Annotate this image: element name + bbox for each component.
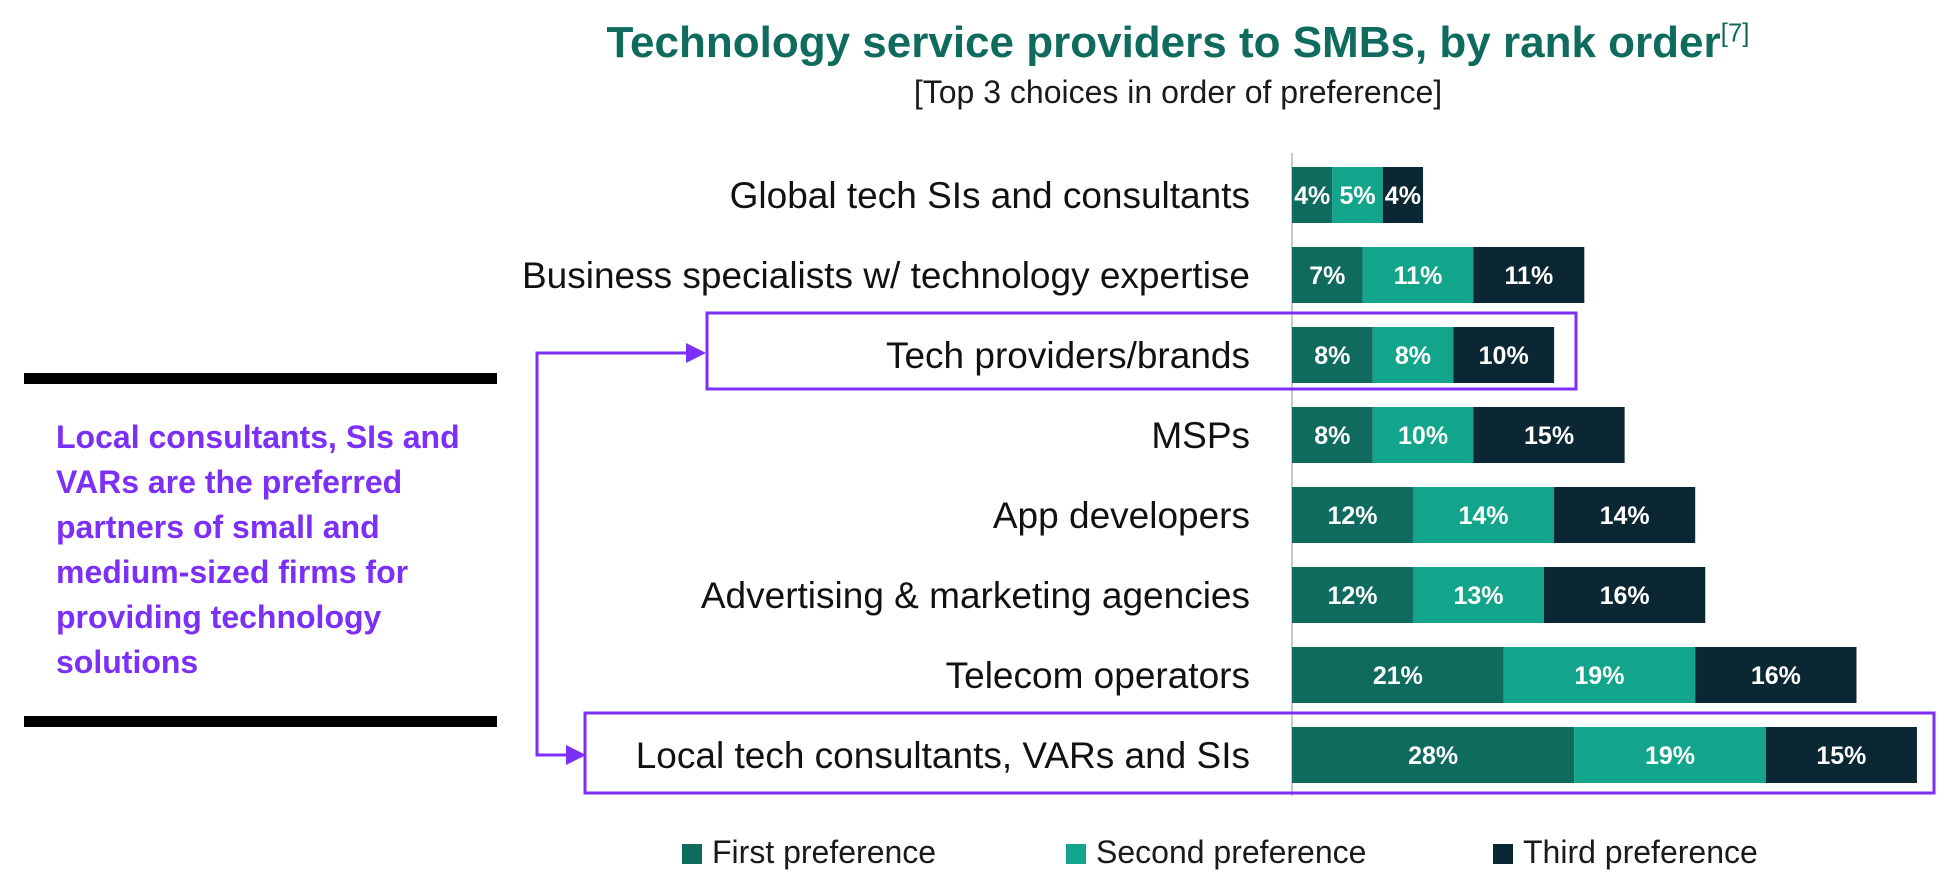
data-label: 8% xyxy=(1314,422,1350,450)
data-label: 14% xyxy=(1600,502,1650,530)
legend-third: Third preference xyxy=(1493,834,1758,871)
data-label: 8% xyxy=(1314,342,1350,370)
data-label: 14% xyxy=(1458,502,1508,530)
connector-line xyxy=(535,351,700,757)
data-label: 21% xyxy=(1373,662,1423,690)
legend-third-swatch xyxy=(1493,844,1513,864)
callout-bottom-rule xyxy=(24,716,497,727)
arrowhead-top xyxy=(686,343,706,363)
data-label: 8% xyxy=(1395,342,1431,370)
bar-segment xyxy=(1292,327,1373,383)
category-label: Global tech SIs and consultants xyxy=(730,175,1250,216)
bar-segment xyxy=(1372,327,1454,383)
bar-segment xyxy=(1292,487,1413,543)
bar-segment xyxy=(1412,567,1544,623)
category-label: Advertising & marketing agencies xyxy=(701,575,1250,616)
bar-segment xyxy=(1412,487,1555,543)
bar-segment xyxy=(1453,327,1555,383)
bar-segment xyxy=(1574,727,1766,783)
bar-segment xyxy=(1362,247,1474,303)
arrowhead-bottom xyxy=(566,745,586,765)
bar-segment xyxy=(1372,407,1474,463)
data-label: 10% xyxy=(1398,422,1448,450)
bar-segment xyxy=(1382,167,1424,223)
data-label: 13% xyxy=(1453,582,1503,610)
category-label: Telecom operators xyxy=(946,655,1250,696)
legend-second-swatch xyxy=(1066,844,1086,864)
category-label: MSPs xyxy=(1151,415,1250,456)
category-label: Tech providers/brands xyxy=(886,335,1250,376)
data-label: 5% xyxy=(1339,182,1375,210)
data-label: 12% xyxy=(1327,502,1377,530)
data-label: 15% xyxy=(1524,422,1574,450)
bar-segment xyxy=(1292,727,1575,783)
highlight-box-tech-providers xyxy=(705,311,1578,391)
bar-segment xyxy=(1292,167,1333,223)
data-label: 11% xyxy=(1394,262,1443,290)
category-label: Business specialists w/ technology exper… xyxy=(522,255,1250,296)
bar-segment xyxy=(1292,647,1504,703)
data-label: 7% xyxy=(1309,262,1345,290)
data-label: 16% xyxy=(1600,582,1650,610)
bar-segment xyxy=(1554,487,1696,543)
data-label: 11% xyxy=(1505,262,1554,290)
bar-segment xyxy=(1473,247,1585,303)
bar-segment xyxy=(1292,407,1373,463)
bar-segment xyxy=(1503,647,1696,703)
data-label: 4% xyxy=(1294,182,1330,210)
data-label: 12% xyxy=(1327,582,1377,610)
bar-segment xyxy=(1292,247,1363,303)
data-label: 15% xyxy=(1816,742,1866,770)
bar-segment xyxy=(1695,647,1857,703)
callout-text: Local consultants, SIs and VARs are the … xyxy=(56,419,460,680)
title-reference: [7] xyxy=(1720,17,1750,48)
callout-top-rule xyxy=(24,373,497,384)
legend-first: First preference xyxy=(682,834,936,871)
bar-segment xyxy=(1765,727,1917,783)
category-label: App developers xyxy=(993,495,1250,536)
legend-second-label: Second preference xyxy=(1096,834,1367,870)
chart-subtitle: [Top 3 choices in order of preference] xyxy=(913,74,1443,110)
bar-segment xyxy=(1544,567,1706,623)
data-label: 16% xyxy=(1751,662,1801,690)
data-label: 4% xyxy=(1385,182,1421,210)
category-label: Local tech consultants, VARs and SIs xyxy=(636,735,1250,776)
legend-third-label: Third preference xyxy=(1523,834,1758,870)
highlight-box-local-consultants xyxy=(583,711,1936,795)
data-label: 10% xyxy=(1479,342,1529,370)
chart-title: Technology service providers to SMBs, by… xyxy=(606,17,1750,67)
data-label: 28% xyxy=(1408,742,1458,770)
data-label: 19% xyxy=(1574,662,1624,690)
legend-first-label: First preference xyxy=(712,834,937,870)
data-label: 19% xyxy=(1645,742,1695,770)
legend-first-swatch xyxy=(682,844,702,864)
bar-segment xyxy=(1473,407,1625,463)
legend-second: Second preference xyxy=(1066,834,1366,871)
bar-segment xyxy=(1332,167,1383,223)
bar-segment xyxy=(1292,567,1413,623)
